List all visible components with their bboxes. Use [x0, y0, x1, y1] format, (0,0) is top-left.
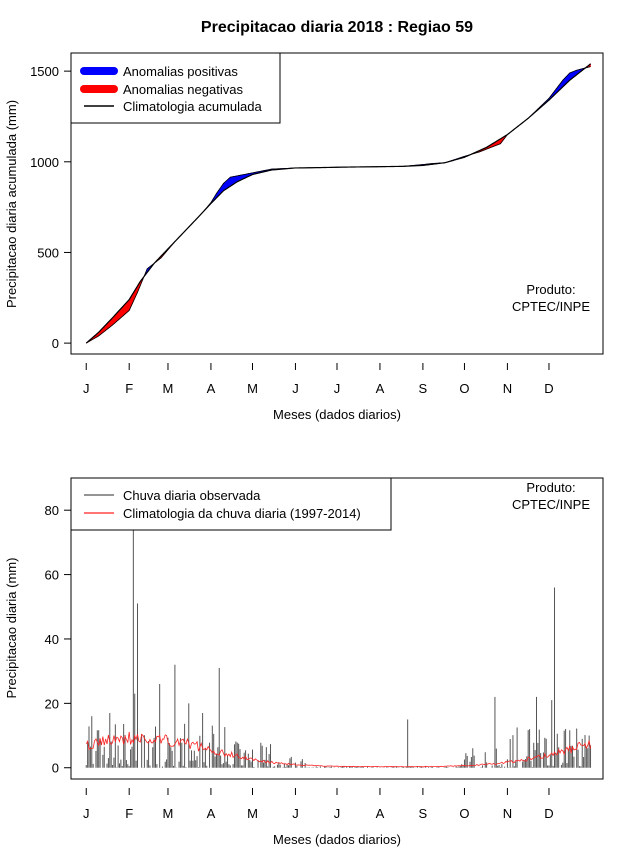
- plot-frame: [70, 52, 604, 355]
- legend-label-positive: Anomalias positivas: [123, 64, 238, 79]
- daily-precipitation-chart: 0 20 40 60 80 J F M A M J J A S O N D Precipitacao diar…: [4, 477, 604, 847]
- c2-y-tick-label: 40: [45, 632, 59, 647]
- figure-title: Precipitacao diaria 2018 : Regiao 59: [201, 19, 473, 36]
- accumulated-lines: [85, 63, 591, 344]
- c1-x-tick-label: F: [125, 381, 133, 396]
- cumulative-precipitation-chart: 0 500 1000 1500 J F M A M J J A S O N D Precipitacao d…: [4, 52, 604, 422]
- product-source: CPTEC/INPE: [512, 497, 590, 512]
- c1-y-tick-label: 1500: [30, 64, 59, 79]
- c1-y-tick-label: 0: [52, 336, 59, 351]
- c2-x-tick-label: O: [459, 806, 469, 821]
- c1-x-tick-label: O: [459, 381, 469, 396]
- legend-label-climatology: Climatologia acumulada: [123, 99, 263, 114]
- c2-x-tick-label: F: [125, 806, 133, 821]
- c1-x-tick-label: J: [334, 381, 341, 396]
- c2-x-tick-label: J: [292, 806, 299, 821]
- observed-daily-bars: [85, 529, 592, 768]
- legend-box: [70, 477, 392, 531]
- c1-x-tick-label: M: [163, 381, 174, 396]
- x-axis-label: Meses (dados diarios): [273, 407, 401, 422]
- y-axis: 0 20 40 60 80: [45, 503, 71, 776]
- c2-x-tick-label: M: [163, 806, 174, 821]
- product-source: CPTEC/INPE: [512, 299, 590, 314]
- c1-y-tick-label: 1000: [30, 155, 59, 170]
- c1-x-tick-label: D: [544, 381, 553, 396]
- c2-x-tick-label: J: [334, 806, 341, 821]
- legend-label-negative: Anomalias negativas: [123, 82, 243, 97]
- x-axis-label: Meses (dados diarios): [273, 832, 401, 847]
- c2-y-tick-label: 60: [45, 568, 59, 583]
- c2-x-tick-label: A: [207, 806, 216, 821]
- c1-x-tick-label: M: [247, 381, 258, 396]
- product-label: Produto:: [526, 480, 575, 495]
- climatology-daily-line: [85, 731, 591, 768]
- c1-x-tick-label: J: [292, 381, 299, 396]
- legend-label-observed: Chuva diaria observada: [123, 488, 261, 503]
- legend: Anomalias positivas Anomalias negativas …: [70, 52, 281, 124]
- c1-y-tick-label: 500: [37, 245, 59, 260]
- c1-x-tick-label: A: [207, 381, 216, 396]
- c2-x-tick-label: D: [544, 806, 553, 821]
- c1-x-tick-label: N: [503, 381, 512, 396]
- c1-x-tick-label: J: [83, 381, 90, 396]
- y-axis-label: Precipitacao diaria (mm): [4, 558, 19, 699]
- c1-x-tick-label: S: [419, 381, 428, 396]
- c2-y-tick-label: 80: [45, 503, 59, 518]
- y-axis: 0 500 1000 1500: [30, 64, 71, 351]
- legend-label-climatology: Climatologia da chuva diaria (1997-2014): [123, 506, 361, 521]
- c2-x-tick-label: J: [83, 806, 90, 821]
- c2-x-tick-label: A: [376, 806, 385, 821]
- y-axis-label: Precipitacao diaria acumulada (mm): [4, 100, 19, 308]
- c2-y-tick-label: 20: [45, 696, 59, 711]
- product-label: Produto:: [526, 282, 575, 297]
- climatology-accumulated-line: [85, 63, 591, 344]
- c2-x-tick-label: N: [503, 806, 512, 821]
- c1-x-tick-label: A: [376, 381, 385, 396]
- c2-x-tick-label: M: [247, 806, 258, 821]
- climatology-daily-line-path: [85, 731, 591, 768]
- c2-y-tick-label: 0: [52, 761, 59, 776]
- c2-x-tick-label: S: [419, 806, 428, 821]
- legend: Chuva diaria observada Climatologia da c…: [70, 477, 392, 531]
